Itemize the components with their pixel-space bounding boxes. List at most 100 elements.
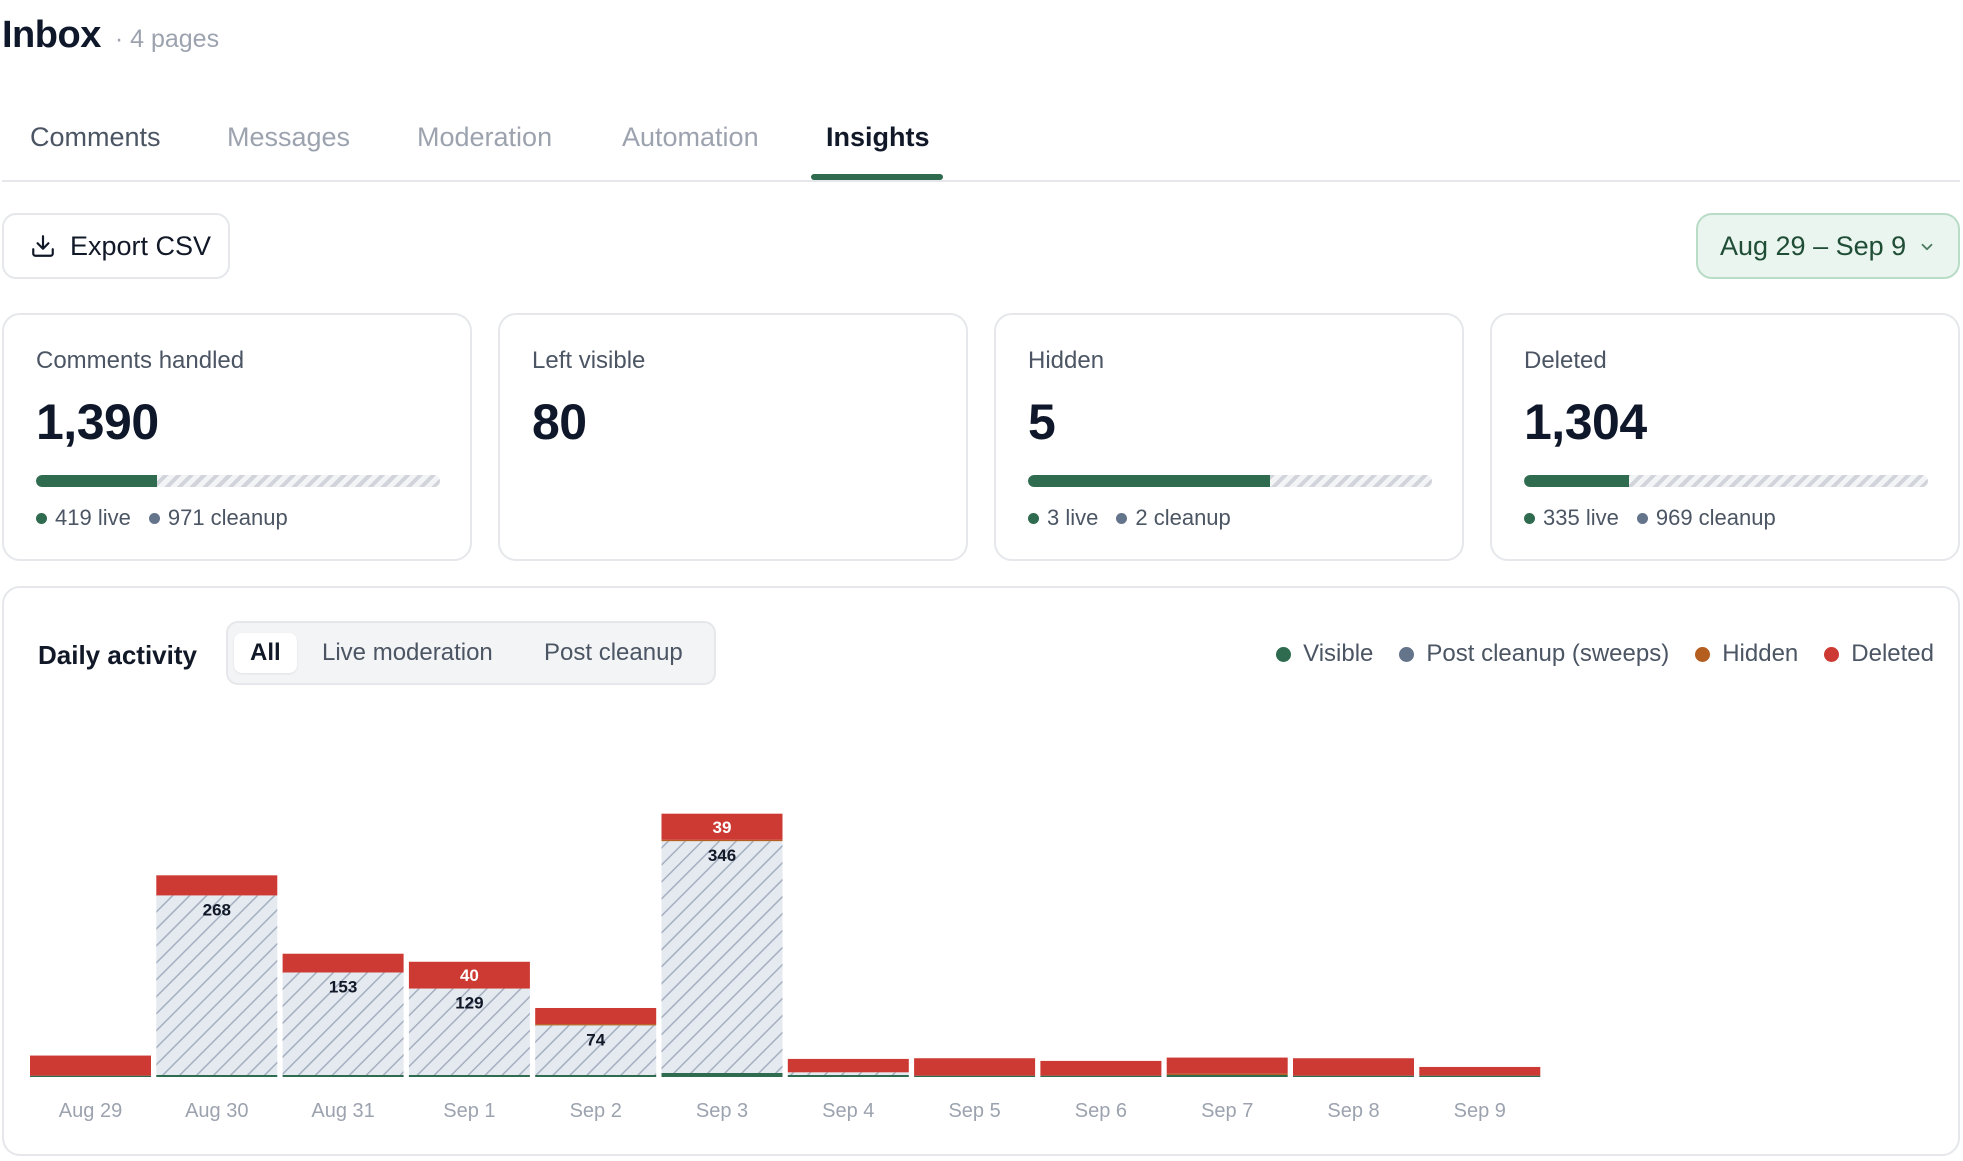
tab-messages[interactable]: Messages xyxy=(227,122,351,152)
bar-cleanup xyxy=(661,841,783,1073)
kpi-live-count: 419 live xyxy=(55,505,131,530)
x-tick-label: Sep 1 xyxy=(443,1100,495,1122)
x-tick-label: Aug 30 xyxy=(185,1100,248,1122)
bar-deleted xyxy=(30,1055,151,1076)
x-tick-label: Sep 4 xyxy=(822,1100,874,1122)
kpi-value: 1,304 xyxy=(1524,394,1647,450)
bar-deleted xyxy=(156,875,278,896)
bar-deleted xyxy=(1040,1060,1162,1076)
legend-label: Deleted xyxy=(1851,640,1934,667)
x-tick-label: Sep 8 xyxy=(1327,1100,1379,1122)
bar-visible xyxy=(1040,1075,1162,1077)
cleanup-dot xyxy=(148,512,160,524)
x-tick-label: Aug 31 xyxy=(311,1100,374,1122)
data-label-cleanup: 268 xyxy=(203,900,231,919)
bar-visible xyxy=(1419,1075,1541,1077)
filter-all[interactable]: All xyxy=(234,633,297,673)
kpi-card-left-visible: Left visible 80 xyxy=(498,313,968,561)
kpi-breakdown: 419 live 971 cleanup xyxy=(36,505,288,531)
bar-visible xyxy=(156,1074,278,1077)
kpi-value: 80 xyxy=(532,394,587,450)
export-csv-button[interactable]: Export CSV xyxy=(2,213,230,279)
data-label-cleanup: 74 xyxy=(586,1030,605,1049)
filter-live-moderation[interactable]: Live moderation xyxy=(322,639,493,666)
kpi-progress-fill xyxy=(1028,475,1271,487)
data-label-deleted: 39 xyxy=(713,818,732,837)
data-label-cleanup: 346 xyxy=(708,846,736,865)
bar-hidden xyxy=(535,1024,657,1026)
kpi-label: Deleted xyxy=(1524,347,1607,374)
bar-deleted xyxy=(661,813,783,840)
bar-deleted xyxy=(1293,1058,1414,1076)
bar-visible xyxy=(282,1074,404,1077)
kpi-progress-bar xyxy=(1028,475,1432,487)
tab-moderation[interactable]: Moderation xyxy=(417,122,553,152)
legend-deleted: Deleted xyxy=(1824,640,1934,668)
bar-cleanup xyxy=(282,972,404,1075)
bar-hidden xyxy=(1166,1073,1288,1075)
kpi-cleanup-count: 2 cleanup xyxy=(1135,505,1231,530)
x-tick-label: Sep 7 xyxy=(1201,1100,1253,1122)
data-label-cleanup: 129 xyxy=(455,994,483,1013)
bar-visible xyxy=(1293,1075,1414,1077)
deleted-dot xyxy=(1824,646,1840,662)
hidden-dot xyxy=(1695,646,1711,662)
kpi-card-hidden: Hidden 5 3 live 2 cleanup xyxy=(994,313,1464,561)
bar-deleted xyxy=(282,953,404,973)
filter-post-cleanup[interactable]: Post cleanup xyxy=(544,639,683,666)
kpi-cleanup-count: 971 cleanup xyxy=(167,505,288,530)
kpi-card-comments-handled: Comments handled 1,390 419 live 971 clea… xyxy=(2,313,472,561)
page-header: Inbox · 4 pages xyxy=(2,14,219,57)
kpi-value: 5 xyxy=(1028,394,1056,450)
kpi-cleanup-count: 969 cleanup xyxy=(1655,505,1776,530)
bar-visible xyxy=(30,1075,151,1077)
bar-cleanup xyxy=(787,1072,909,1075)
data-label-deleted: 40 xyxy=(460,966,479,985)
export-csv-label: Export CSV xyxy=(70,230,212,261)
bar-deleted xyxy=(408,961,530,989)
date-range-picker[interactable]: Aug 29 – Sep 9 xyxy=(1696,213,1960,279)
bar-visible xyxy=(661,1072,783,1077)
bar-cleanup xyxy=(535,1025,657,1075)
kpi-progress-bar xyxy=(36,475,440,487)
daily-activity-chart: Aug 29 268 Aug 30 153 Aug 31 129 40 Sep 1 74 Sep … xyxy=(30,813,1541,1122)
chart-title: Daily activity xyxy=(38,640,197,670)
live-dot xyxy=(1028,512,1039,524)
page-count: · 4 pages xyxy=(114,25,220,53)
cleanup-dot xyxy=(1399,646,1415,662)
tab-bar: Comments Messages Moderation Automation … xyxy=(2,100,1960,182)
kpi-value: 1,390 xyxy=(36,394,159,450)
x-tick-label: Aug 29 xyxy=(59,1100,122,1122)
bar-visible xyxy=(408,1074,530,1077)
download-icon xyxy=(32,235,54,257)
legend-label: Post cleanup (sweeps) xyxy=(1426,640,1670,667)
x-tick-label: Sep 6 xyxy=(1075,1100,1127,1122)
legend-hidden: Hidden xyxy=(1695,640,1798,668)
bar-deleted xyxy=(1166,1057,1288,1074)
chevron-down-icon xyxy=(1921,243,1933,251)
tab-comments[interactable]: Comments xyxy=(30,122,161,152)
tab-automation[interactable]: Automation xyxy=(622,122,759,152)
bar-deleted xyxy=(1419,1066,1541,1076)
x-tick-label: Sep 5 xyxy=(948,1100,1000,1122)
tab-insights[interactable]: Insights xyxy=(826,122,930,152)
kpi-card-deleted: Deleted 1,304 335 live 969 cleanup xyxy=(1490,313,1960,561)
kpi-live-count: 335 live xyxy=(1543,505,1619,530)
cleanup-dot xyxy=(1116,512,1128,524)
bar-cleanup xyxy=(408,988,530,1075)
kpi-label: Comments handled xyxy=(36,347,245,374)
live-dot xyxy=(36,512,47,524)
bar-visible xyxy=(535,1074,657,1077)
kpi-label: Hidden xyxy=(1028,347,1105,374)
kpi-live-count: 3 live xyxy=(1047,505,1099,530)
legend-cleanup: Post cleanup (sweeps) xyxy=(1399,640,1669,668)
legend-visible: Visible xyxy=(1276,640,1373,668)
kpi-breakdown: 3 live 2 cleanup xyxy=(1028,505,1231,531)
x-tick-label: Sep 2 xyxy=(570,1100,622,1122)
data-label-cleanup: 153 xyxy=(329,977,357,996)
activity-filter-segmented: All Live moderation Post cleanup xyxy=(226,621,716,685)
kpi-breakdown: 335 live 969 cleanup xyxy=(1524,505,1776,531)
bar-visible xyxy=(914,1075,1036,1077)
page-title: Inbox xyxy=(2,14,101,56)
legend-label: Visible xyxy=(1303,640,1374,667)
